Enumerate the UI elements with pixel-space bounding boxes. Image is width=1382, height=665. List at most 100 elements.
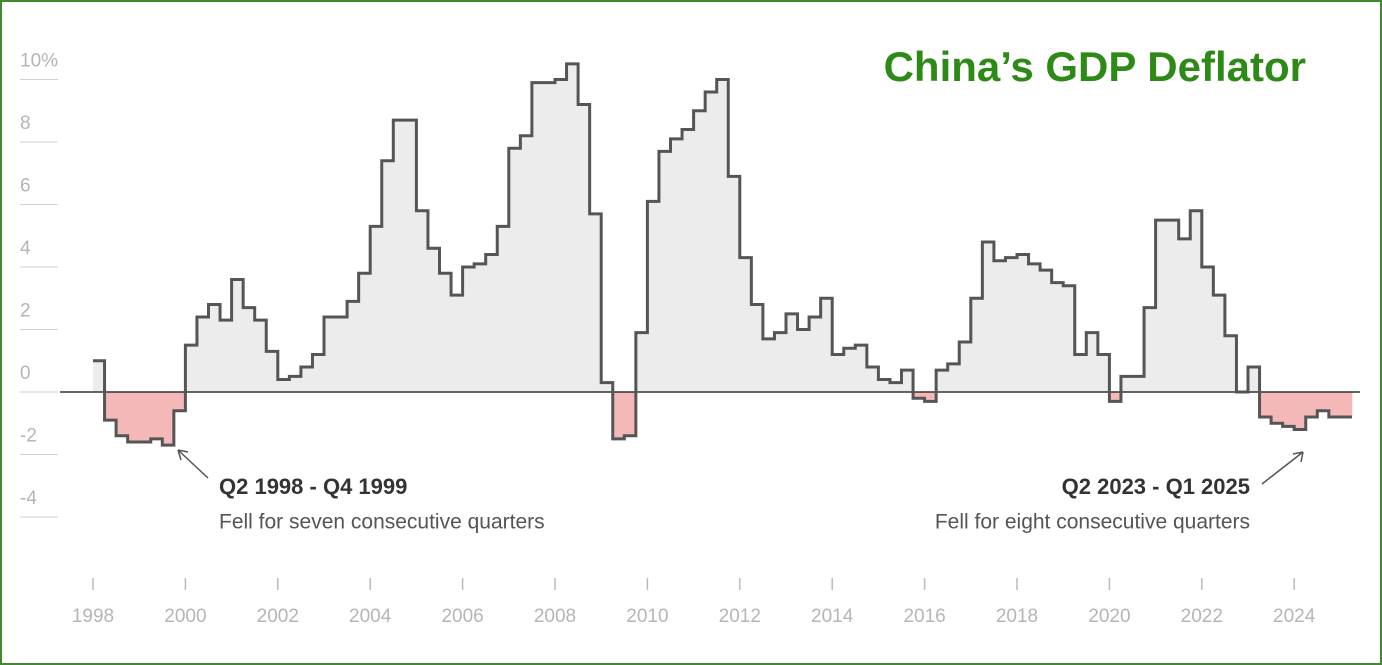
area-step	[508, 148, 521, 392]
area-step	[624, 392, 637, 436]
area-step	[786, 313, 798, 392]
area-step	[601, 382, 614, 392]
area-step	[462, 267, 475, 392]
area-step	[254, 320, 267, 392]
area-step	[266, 351, 279, 392]
x-tick-label: 2012	[719, 606, 761, 627]
area-step	[427, 248, 440, 392]
area-step	[1282, 392, 1295, 427]
area-step	[1167, 220, 1179, 392]
area-step	[959, 342, 972, 392]
y-tick-label: 0	[20, 363, 31, 384]
area-step	[1271, 392, 1283, 424]
area-step	[358, 273, 371, 392]
area-step	[196, 317, 209, 392]
area-step	[1213, 295, 1226, 392]
area-step	[1132, 376, 1145, 392]
area-step	[647, 201, 660, 392]
area-step	[993, 260, 1006, 392]
area-step	[762, 338, 775, 392]
area-step	[1109, 392, 1122, 402]
area-step	[1120, 376, 1133, 392]
area-step	[809, 317, 821, 392]
annotation-title: Q2 2023 - Q1 2025	[1062, 474, 1250, 499]
x-tick-label: 2014	[811, 606, 854, 627]
x-tick-label: 2020	[1088, 606, 1130, 627]
area-step	[243, 307, 255, 392]
area-step	[451, 295, 463, 392]
area-step	[1028, 263, 1041, 392]
area-step	[866, 367, 879, 392]
area-step	[670, 138, 683, 392]
area-step	[566, 63, 579, 392]
x-tick-label: 1998	[72, 606, 114, 627]
x-tick-label: 2006	[441, 606, 483, 627]
area-step	[370, 226, 383, 392]
area-step	[878, 379, 891, 392]
area-step	[150, 392, 163, 439]
area-step	[300, 367, 313, 392]
area-step	[289, 376, 302, 392]
area-step	[1051, 282, 1064, 392]
area-step	[682, 129, 694, 392]
area-step	[612, 392, 625, 439]
area-step	[1305, 392, 1318, 417]
area-step	[1248, 367, 1260, 392]
annotation-text: Fell for seven consecutive quarters	[219, 511, 545, 534]
area-step	[1063, 285, 1076, 392]
area-step	[578, 104, 590, 392]
area-step	[139, 392, 152, 442]
area-step	[589, 213, 602, 392]
x-tick-label: 2004	[349, 606, 392, 627]
area-step	[1201, 267, 1214, 392]
area-step	[173, 392, 186, 411]
area-step	[531, 82, 544, 392]
area-step	[485, 254, 498, 392]
area-step	[474, 263, 486, 392]
area-step	[1259, 392, 1272, 417]
x-tick-label: 2018	[996, 606, 1038, 627]
area-step	[1328, 392, 1341, 417]
area-step	[797, 329, 810, 392]
area-step	[104, 392, 117, 421]
area-step	[1040, 270, 1052, 392]
area-step	[555, 79, 567, 392]
x-tick-label: 2000	[164, 606, 206, 627]
area-step	[1097, 354, 1110, 392]
area-step	[127, 392, 140, 442]
area-step	[404, 120, 417, 392]
area-step	[116, 392, 128, 436]
area-step	[1074, 354, 1087, 392]
area-step	[347, 301, 359, 392]
area-step	[820, 298, 833, 392]
chart-title: China’s GDP Deflator	[884, 43, 1306, 90]
area-step	[381, 160, 394, 392]
area-step	[1294, 392, 1307, 430]
area-step	[1144, 307, 1156, 392]
x-tick-label: 2024	[1273, 606, 1316, 627]
x-tick-label: 2016	[903, 606, 945, 627]
area-step	[855, 345, 868, 392]
area-step	[1178, 238, 1191, 392]
y-tick-label: 10%	[20, 51, 58, 72]
y-tick-label: -2	[20, 426, 37, 447]
annotation-title: Q2 1998 - Q4 1999	[219, 474, 407, 499]
y-tick-label: 8	[20, 113, 31, 134]
x-tick-label: 2010	[626, 606, 668, 627]
area-step	[497, 226, 510, 392]
area-step	[1340, 392, 1353, 417]
area-step	[889, 382, 902, 392]
area-step	[936, 370, 948, 392]
area-step	[312, 354, 325, 392]
area-step	[416, 210, 429, 392]
annotation-text: Fell for eight consecutive quarters	[935, 511, 1250, 534]
line	[93, 62, 1352, 447]
area-step	[185, 345, 198, 392]
area-step	[751, 304, 764, 392]
y-tick-label: 6	[20, 176, 31, 197]
area-step	[1005, 257, 1018, 392]
area-step	[543, 82, 556, 392]
area-step	[970, 298, 983, 392]
area-step	[635, 332, 648, 392]
